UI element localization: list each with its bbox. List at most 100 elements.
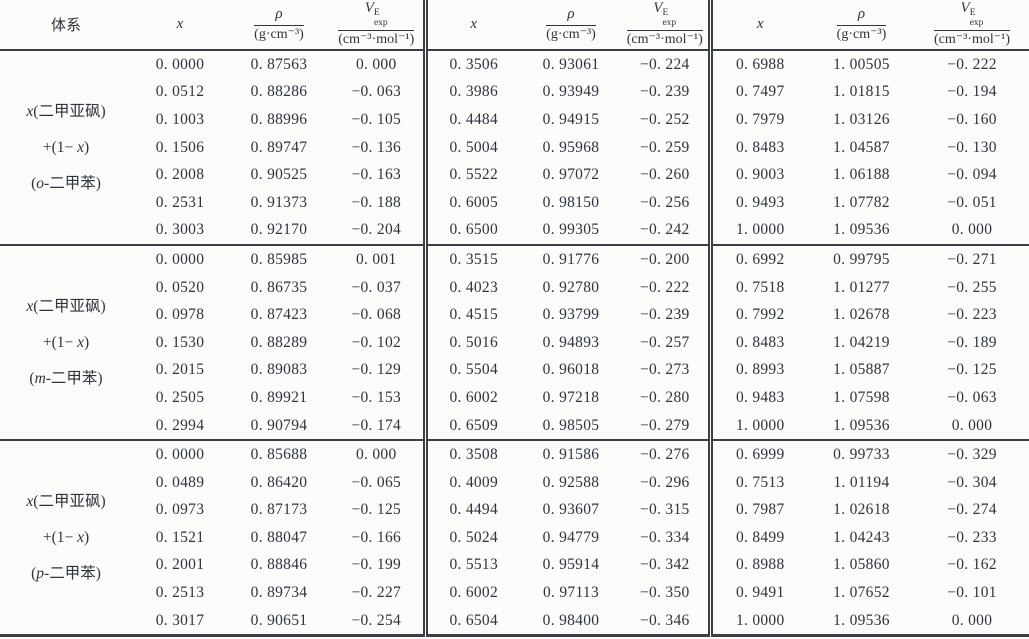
vexp-value-cell: −0. 259 [639,138,690,156]
x-value-cell: 0. 7518 [707,273,808,302]
vexp-value-cell: −0. 160 [947,110,997,128]
vexp-units: (cm⁻³·mol⁻¹) [933,32,1011,48]
rho-units: (g·cm⁻³) [546,26,596,42]
header-x-label: x [176,16,184,32]
vexp-value-cell: −0. 296 [639,473,690,491]
vexp-value-cell: −0. 350 [639,584,690,602]
system-label-segment: x [26,492,34,510]
table-row: 0. 3017 0. 90651 −0. 254 0. 6504 0. 98400 −0.… [0,606,1029,636]
rho-value-cell: 1. 06188 [833,166,890,184]
system-label-line: +(1− x) [0,130,132,166]
table-row: 0. 2015 0. 89083 −0. 129 0. 5504 0. 96018 −0.… [0,356,1029,385]
table-row: 0. 1521 0. 88047 −0. 166 0. 5024 0. 94779 −0.… [0,524,1029,552]
x-value-cell: 0. 6999 [707,439,808,469]
table-row: x(二甲亚砜) +(1− x) (m-二甲苯) 0. 0000 0. 85985 0. 0… [0,244,1029,441]
system-label-cell: x(二甲亚砜) +(1− x) (p-二甲苯) [0,439,132,636]
x-value-cell: 0. 0973 [155,501,205,519]
table-row: 0. 0520 0. 86735 −0. 037 0. 4023 0. 92780 −0.… [0,273,1029,302]
x-value-cell: 0. 0000 [132,439,228,469]
vexp-value-cell: −0. 280 [639,388,690,406]
system-label-segment: -二甲苯) [45,369,103,387]
rho-value-cell: 1. 03126 [833,110,890,128]
rho-value-cell: 0. 92170 [250,221,308,239]
rho-value-cell: 0. 87563 [250,55,308,73]
system-label-segment: x [26,102,34,120]
header-rho-3: ρ (g·cm⁻³) [808,0,915,51]
header-x-1: x [132,0,228,51]
vexp-value-cell: −0. 204 [351,221,402,239]
vexp-value-cell: −0. 252 [639,110,690,128]
rho-value-cell: 0. 93799 [542,306,600,324]
vexp-value-cell: −0. 101 [947,584,997,602]
system-label-segment: x [77,333,84,351]
header-rho-2: ρ (g·cm⁻³) [520,0,622,51]
vexp-value-cell: −0. 200 [622,244,710,274]
rho-value-cell: 0. 93061 [542,55,600,73]
x-value-cell: 0. 1530 [155,333,205,351]
vexp-value-cell: −0. 239 [639,306,690,324]
x-value-cell: 0. 5004 [422,133,520,162]
system-label-segment: ( [31,564,37,582]
rho-value-cell: 1. 07598 [833,388,890,406]
system-label-segment: +(1− [42,333,78,351]
x-value-cell: 0. 5024 [422,524,520,552]
system-label-line: (o-二甲苯) [0,166,132,202]
system-label-segment: m [34,369,46,387]
x-value-cell: 0. 7979 [707,106,808,134]
system-label-line: +(1− x) [0,325,132,361]
rho-value-cell: 0. 97218 [542,388,600,406]
rho-value-cell: 1. 09536 [833,221,890,239]
rho-value-cell: 0. 88996 [250,110,308,128]
table-row: 0. 1003 0. 88996 −0. 105 0. 4484 0. 94915 −0.… [0,106,1029,134]
rho-value-cell: 1. 01815 [833,83,890,101]
x-value-cell: 0. 0000 [132,244,228,274]
x-value-cell: 0. 7987 [707,496,808,525]
system-label-segment: ) [84,528,90,546]
x-value-cell: 0. 2531 [155,193,205,211]
rho-value-cell: 1. 01194 [833,473,890,491]
system-label-segment: x [26,297,34,315]
rho-value-cell: 0. 87423 [250,306,308,324]
x-value-cell: 0. 0489 [155,473,205,491]
vexp-value-cell: −0. 222 [947,55,997,73]
rho-value-cell: 0. 86735 [250,278,308,296]
x-value-cell: 0. 8988 [707,551,808,580]
x-value-cell: 0. 3986 [422,78,520,107]
vexp-value-cell: −0. 105 [351,110,402,128]
table-row: 0. 2505 0. 89921 −0. 153 0. 6002 0. 97218 −0.… [0,384,1029,412]
vexp-value-cell: −0. 136 [351,138,402,156]
vexp-value-cell: −0. 102 [351,333,402,351]
rho-value-cell: 0. 97072 [542,166,600,184]
header-system-label: 体系 [50,18,81,34]
system-label-segment: ) [84,138,90,156]
system-label-segment: p [36,564,45,582]
x-value-cell: 0. 0000 [155,55,205,73]
x-value-cell: 0. 2994 [155,416,205,434]
x-value-cell: 0. 4494 [422,496,520,525]
rho-value-cell: 1. 04243 [833,528,890,546]
vexp-value-cell: −0. 068 [351,306,402,324]
vexp-value-cell: −0. 279 [639,416,690,434]
x-value-cell: 0. 4484 [422,106,520,134]
rho-symbol: ρ [546,6,596,26]
x-value-cell: 0. 4023 [422,273,520,302]
vexp-value-cell: −0. 189 [947,333,997,351]
x-value-cell: 0. 2513 [155,584,205,602]
rho-value-cell: 0. 89083 [250,361,308,379]
vexp-value-cell: −0. 276 [622,439,710,469]
vexp-value-cell: −0. 329 [915,439,1029,469]
system-label-segment: x [77,138,84,156]
rho-value-cell: 0. 94893 [542,333,600,351]
vexp-value-cell: −0. 256 [639,193,690,211]
x-value-cell: 1. 0000 [707,411,808,441]
